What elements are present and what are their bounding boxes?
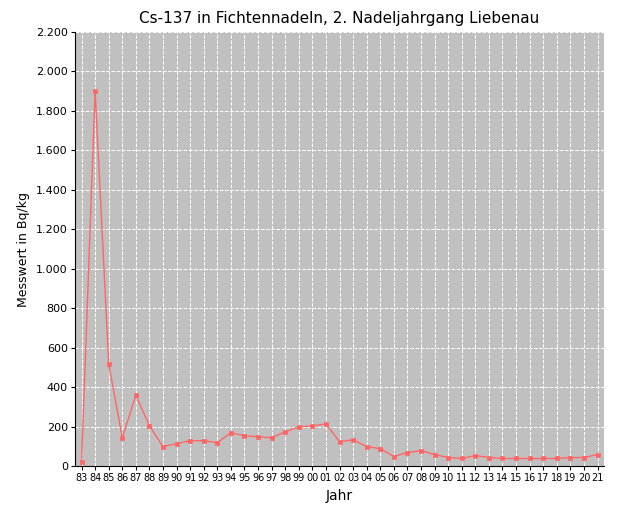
Title: Cs-137 in Fichtennadeln, 2. Nadeljahrgang Liebenau: Cs-137 in Fichtennadeln, 2. Nadeljahrgan… [140, 12, 540, 26]
Y-axis label: Messwert in Bq/kg: Messwert in Bq/kg [17, 192, 31, 306]
X-axis label: Jahr: Jahr [326, 489, 353, 503]
